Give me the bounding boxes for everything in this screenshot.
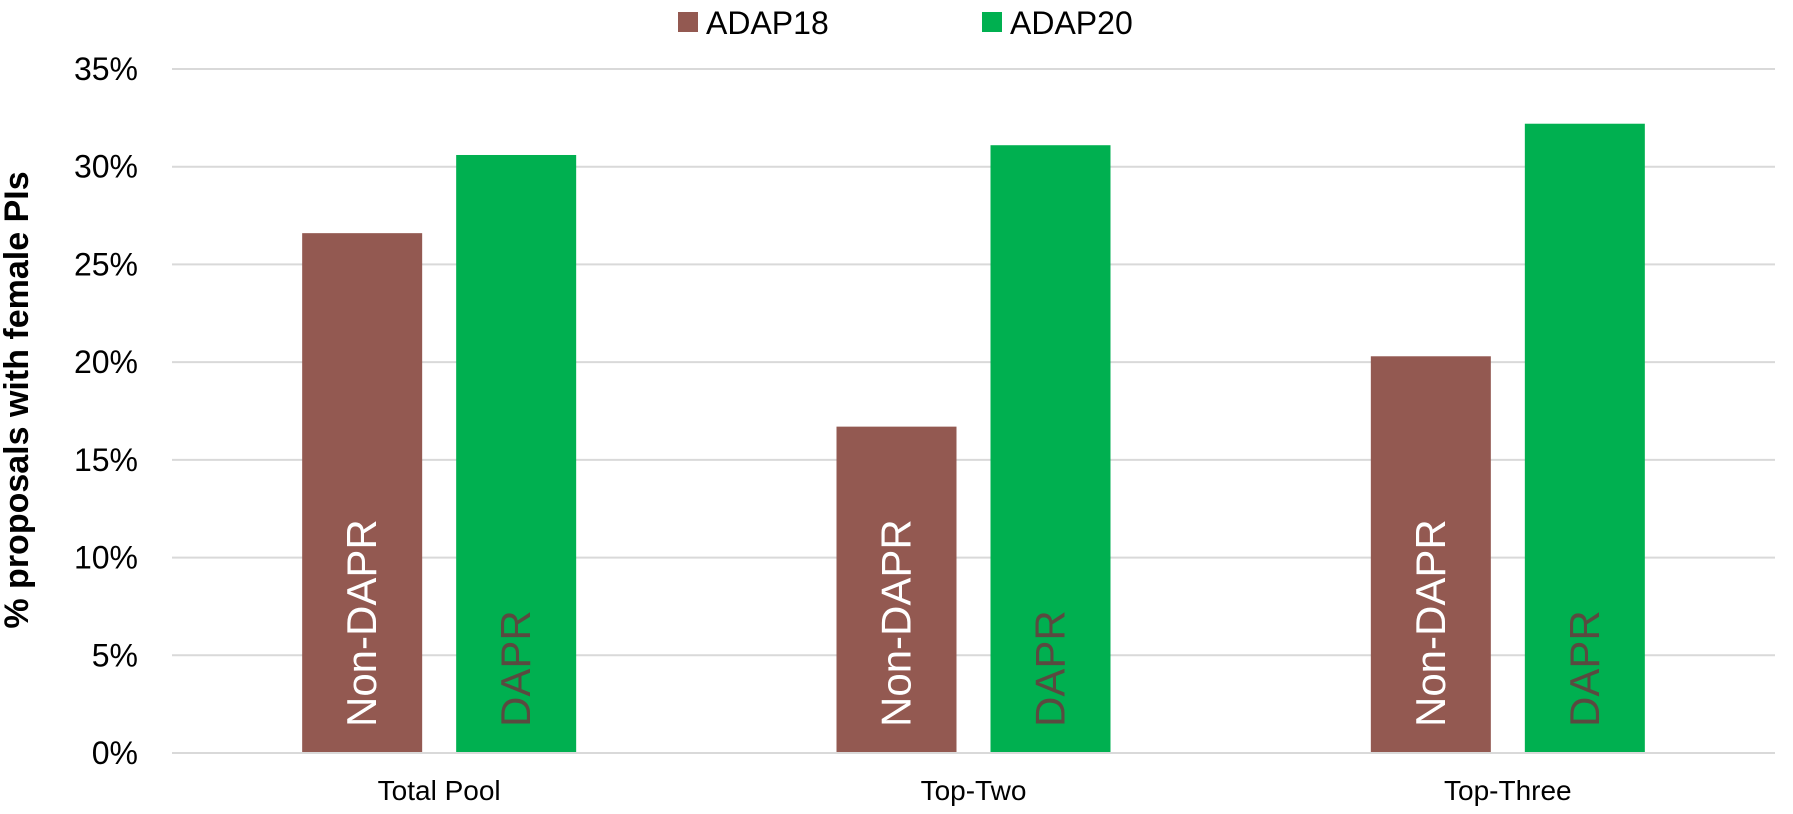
legend-swatch-adap20 — [982, 12, 1002, 32]
y-tick-label: 20% — [74, 344, 138, 380]
y-tick-label: 0% — [92, 735, 138, 771]
bars: Non-DAPR DAPR Non-DAPR DAPR Non-DAPR DAPR — [302, 123, 1645, 754]
bar-adap18 — [302, 233, 423, 753]
x-category-label: Total Pool — [378, 775, 501, 806]
legend-swatch-adap18 — [678, 12, 698, 32]
legend-label: ADAP20 — [1010, 5, 1133, 41]
bar-adap18 — [1370, 356, 1491, 753]
y-tick-label: 15% — [74, 442, 138, 478]
y-tick-label: 25% — [74, 246, 138, 282]
y-tick-label: 35% — [74, 51, 138, 87]
bar-label: Non-DAPR — [1407, 519, 1454, 727]
y-tick-label: 10% — [74, 540, 138, 576]
legend-label: ADAP18 — [706, 5, 829, 41]
axes: 0% 5% 10% 15% 20% 25% 30% 35% Total Pool Top-Two T… — [74, 51, 1775, 806]
bar-adap20 — [1524, 123, 1645, 754]
bar-label: Non-DAPR — [338, 519, 385, 727]
bar-label: DAPR — [1561, 610, 1608, 727]
bar-label: DAPR — [1027, 610, 1074, 727]
bar-label: DAPR — [492, 610, 539, 727]
bar-adap20 — [990, 145, 1111, 753]
legend: ADAP18 ADAP20 — [678, 5, 1133, 41]
bar-adap18 — [836, 426, 957, 753]
y-tick-label: 5% — [92, 637, 138, 673]
bar-label: Non-DAPR — [873, 519, 920, 727]
x-category-label: Top-Three — [1444, 775, 1572, 806]
y-tick-label: 30% — [74, 149, 138, 185]
x-category-label: Top-Two — [921, 775, 1027, 806]
bar-adap20 — [456, 154, 577, 753]
y-axis-label: % proposals with female PIs — [0, 171, 36, 628]
gridlines — [172, 68, 1775, 657]
